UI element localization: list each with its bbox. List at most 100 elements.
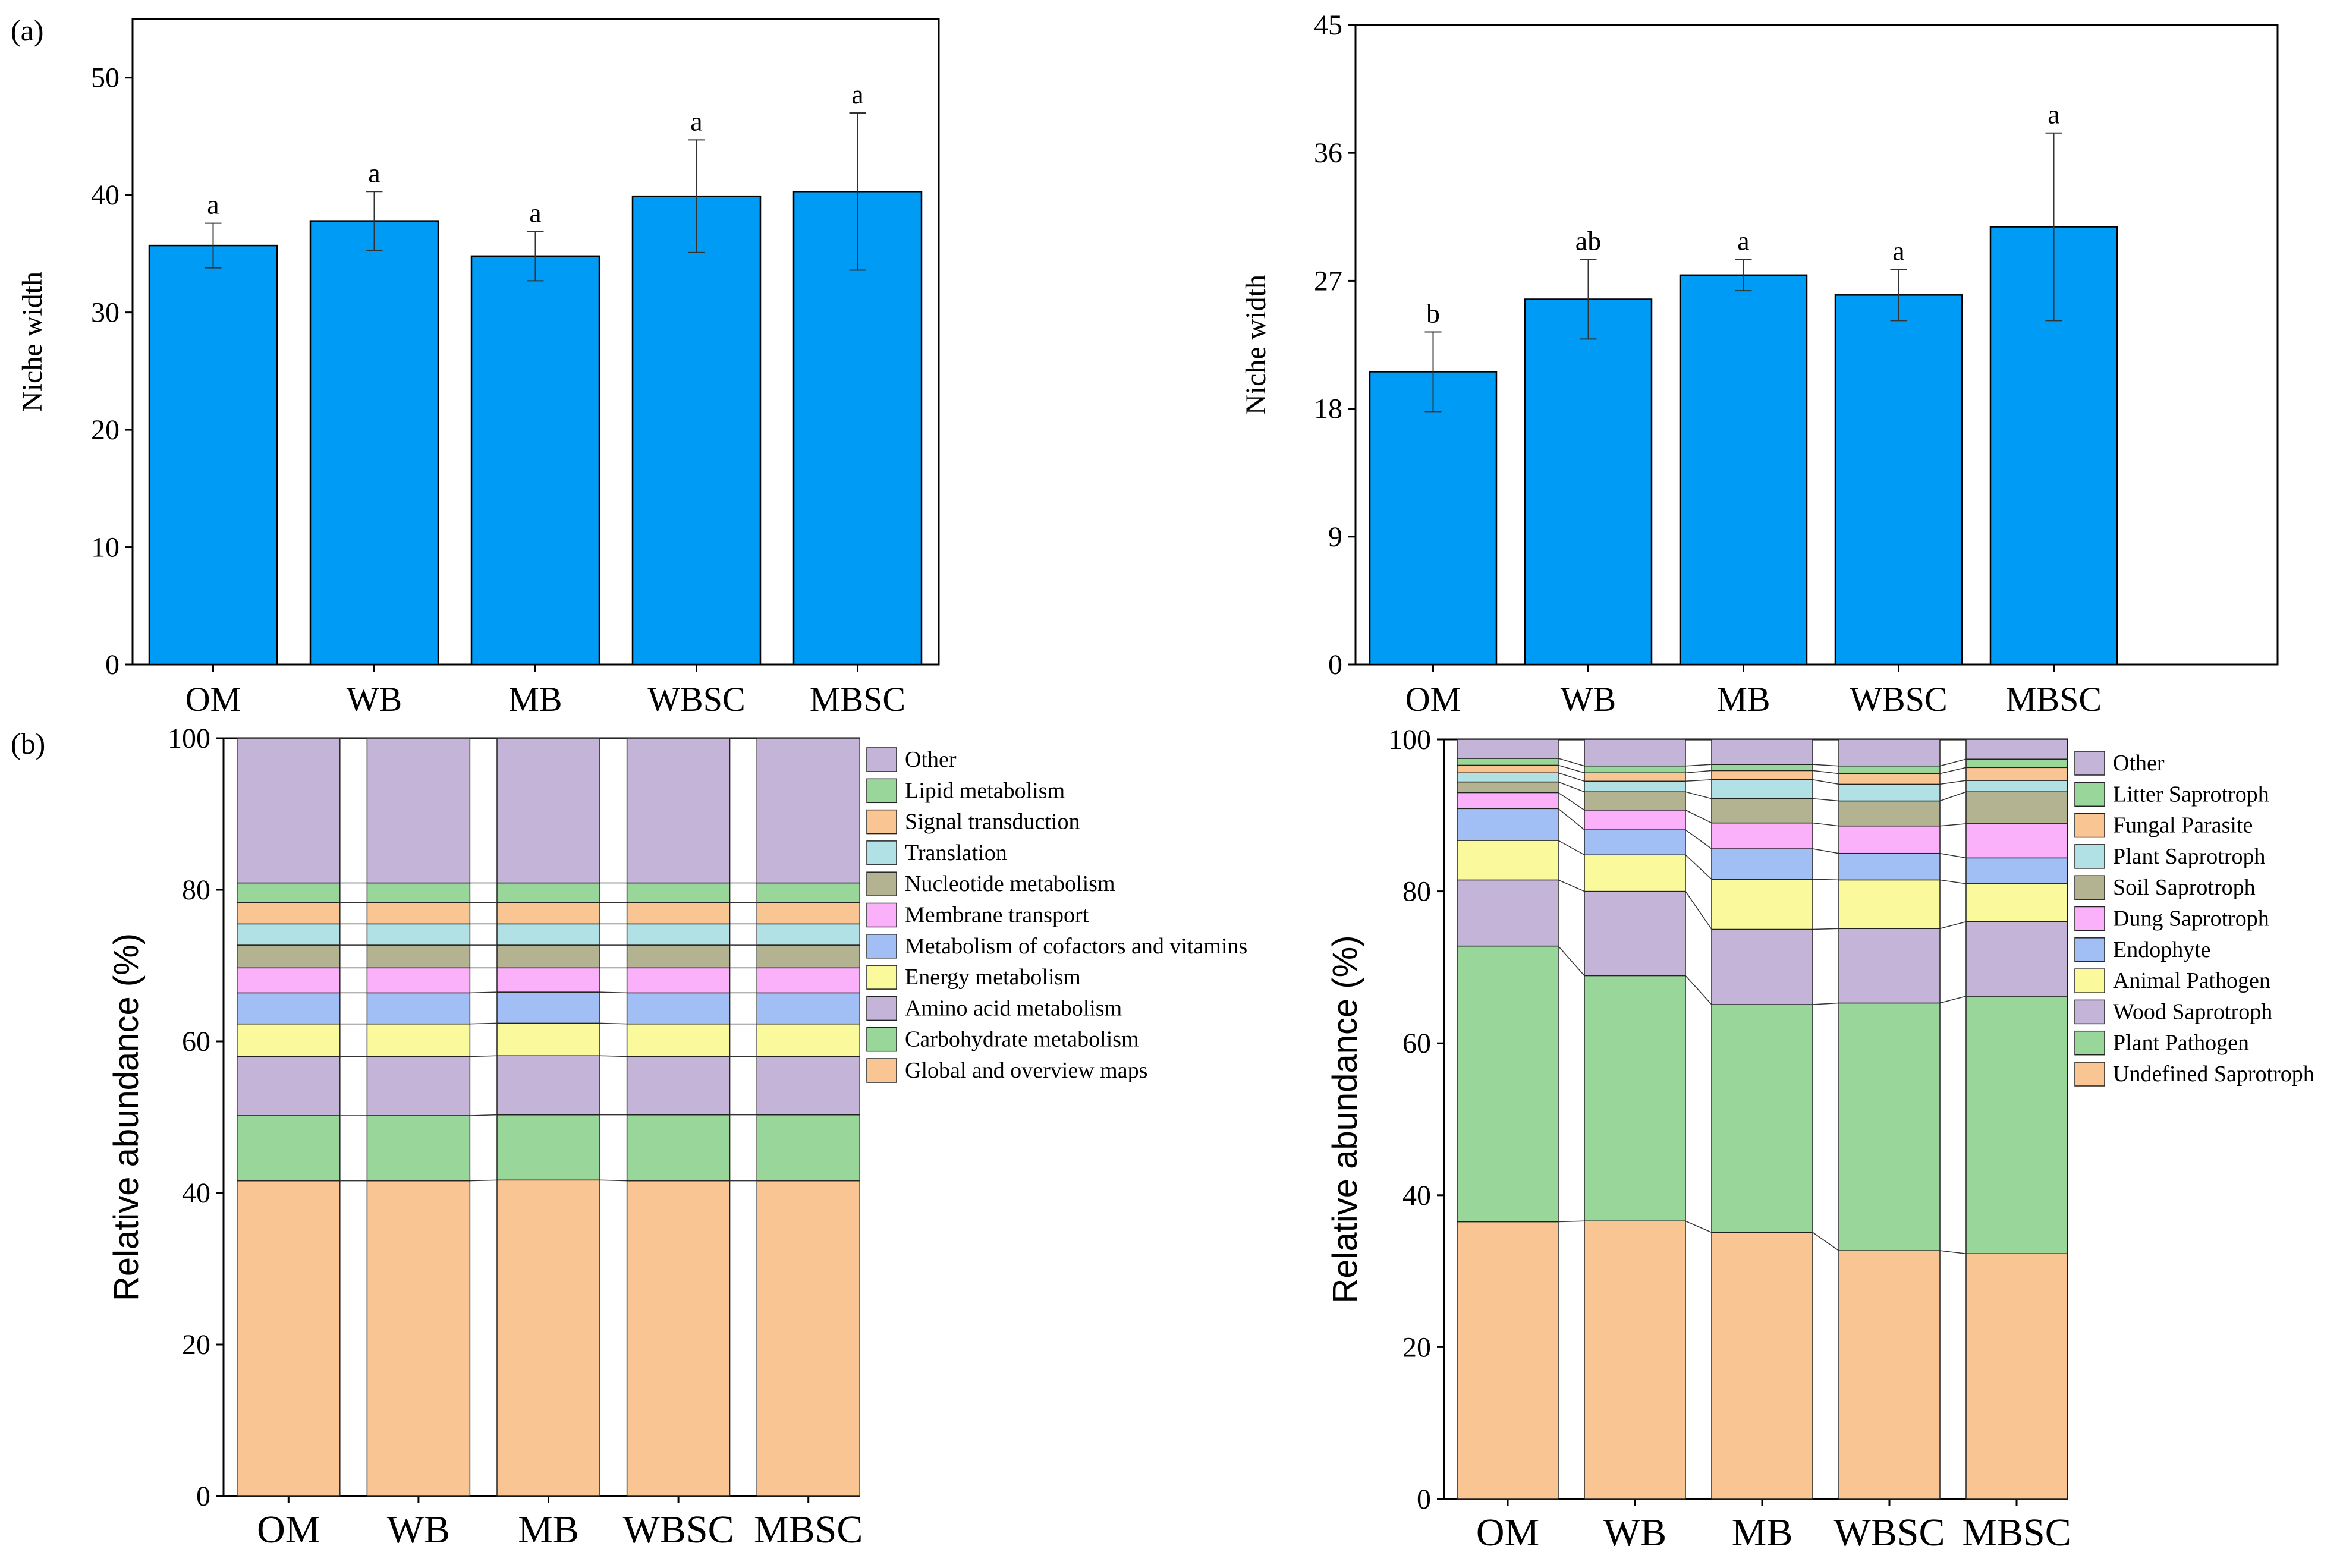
stacked-segment [366, 902, 471, 925]
stacked-segment [237, 992, 341, 1025]
legend-label: Undefined Saprotroph [2113, 1062, 2314, 1087]
x-tick-label: MBSC [1962, 1511, 2071, 1554]
stacked-segment [1965, 857, 2068, 884]
stacked-segment [366, 1115, 471, 1182]
connector-line [1558, 946, 1585, 976]
legend-swatch [866, 1058, 897, 1083]
y-tick-label: 20 [91, 414, 119, 446]
y-tick-label: 60 [1402, 1028, 1431, 1059]
connector-line [1812, 848, 1839, 854]
legend-swatch [866, 1027, 897, 1052]
stacked-segment [756, 944, 860, 969]
connector-line [470, 1114, 498, 1116]
x-tick-label: OM [1405, 680, 1461, 719]
stacked-segment [1711, 928, 1813, 1005]
stacked-segment [1457, 758, 1559, 766]
significance-letter: a [1737, 226, 1749, 256]
stacked-segment [1584, 739, 1686, 767]
stacked-segment [366, 738, 471, 884]
stacked-segment [1711, 779, 1813, 799]
connector-line [1812, 879, 1839, 881]
stacked-segment [237, 923, 341, 946]
significance-letter: b [1426, 298, 1440, 328]
legend-label: Signal transduction [905, 810, 1080, 835]
connector-line [1685, 891, 1712, 930]
connector-line [1939, 996, 1967, 1004]
y-tick-label: 18 [1314, 393, 1342, 425]
stacked-segment [237, 1023, 341, 1057]
connector-line [599, 991, 627, 994]
legend-swatch [2074, 906, 2105, 931]
y-tick-label: 20 [1402, 1331, 1431, 1363]
stacked-segment [626, 1023, 731, 1057]
legend-swatch [866, 934, 897, 959]
y-tick-label: 0 [1328, 649, 1342, 681]
y-tick-label: 40 [91, 180, 119, 211]
legend-swatch [2074, 813, 2105, 838]
stacked-segment [756, 738, 860, 884]
legend-label: Lipid metabolism [905, 778, 1065, 803]
stacked-segment [1965, 996, 2068, 1254]
stacked-segment [1838, 800, 1941, 827]
connector-line [1685, 764, 1712, 767]
legend-swatch [2074, 937, 2105, 962]
y-tick-label: 36 [1314, 137, 1342, 169]
legend-swatch [2074, 844, 2105, 869]
chart-a-left: 0 10 20 30 40 50 Niche width OM WB MB WBSC MBSC a a a a… [17, 18, 940, 719]
stacked-segment [1711, 798, 1813, 824]
stacked-segment [1711, 770, 1813, 780]
stacked-segment [626, 944, 731, 969]
legend-swatch [866, 747, 897, 772]
connector-line [1939, 879, 1967, 884]
significance-letter: a [690, 106, 702, 136]
y-axis-label: Niche width [1240, 275, 1272, 415]
legend-label: Fungal Parasite [2113, 813, 2253, 838]
y-tick-label: 50 [91, 62, 119, 94]
stacked-segment [496, 882, 600, 903]
stacked-segment [1457, 879, 1559, 947]
connector-line [1939, 852, 1967, 859]
connector-line [1812, 1002, 1839, 1005]
y-tick-label: 80 [182, 874, 210, 906]
significance-letter: a [529, 197, 541, 228]
stacked-segment [1965, 767, 2068, 781]
bar [1369, 371, 1498, 666]
stacked-segment [756, 923, 860, 946]
y-tick-label: 40 [182, 1177, 210, 1209]
stacked-segment [626, 923, 731, 946]
legend-label: Global and overview maps [905, 1058, 1147, 1083]
x-tick-label: WB [387, 1508, 450, 1551]
stacked-segment [756, 1023, 860, 1057]
connector-line [1812, 770, 1839, 774]
connector-line [1812, 928, 1839, 930]
significance-letter: a [851, 79, 863, 109]
stacked-segment [237, 738, 341, 884]
stacked-segment [237, 1180, 341, 1497]
stacked-segment [1838, 739, 1941, 767]
stacked-segment [626, 967, 731, 994]
stacked-segment [1965, 1253, 2068, 1500]
stacked-segment [626, 902, 731, 925]
chart-b-left: 0 20 40 60 80 100 Relative abundance (%) OM WB MB… [107, 723, 1247, 1551]
connector-line [1685, 975, 1712, 1005]
stacked-segment [237, 1115, 341, 1182]
legend-label: Litter Saprotroph [2113, 782, 2269, 807]
stacked-segment [1457, 808, 1559, 841]
legend-label: Nucleotide metabolism [905, 871, 1115, 896]
stacked-segment [756, 902, 860, 925]
stacked-segment [366, 882, 471, 903]
connector-line [1812, 798, 1839, 802]
connector-line [1812, 764, 1839, 767]
legend-label: Plant Pathogen [2113, 1031, 2249, 1056]
y-tick-label: 45 [1314, 10, 1342, 41]
stacked-segment [1457, 772, 1559, 783]
stacked-segment [1457, 739, 1559, 759]
x-tick-label: OM [257, 1508, 320, 1551]
stacked-segment [1457, 781, 1559, 794]
stacked-segment [496, 1114, 600, 1181]
stacked-segment [1838, 928, 1941, 1004]
stacked-segment [496, 967, 600, 993]
y-tick-label: 60 [182, 1026, 210, 1057]
stacked-segment [1965, 739, 2068, 760]
stacked-segment [756, 1114, 860, 1182]
